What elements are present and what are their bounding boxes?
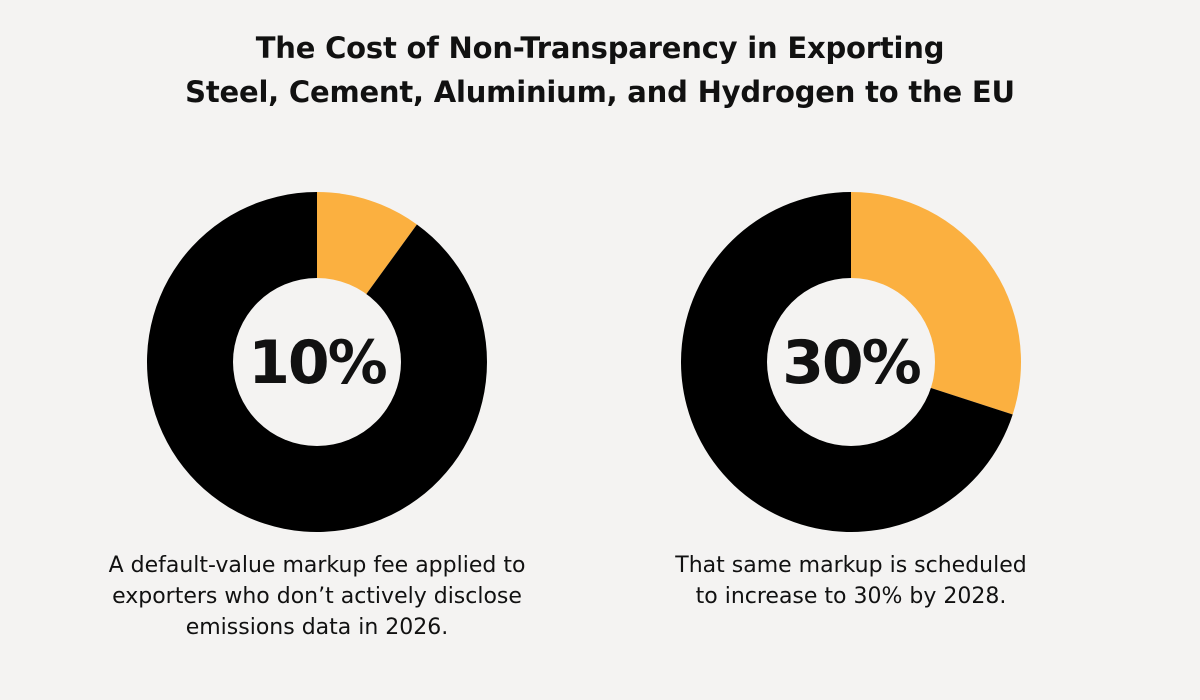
caption-line: emissions data in 2026. xyxy=(185,615,449,640)
donut-hole xyxy=(767,278,935,446)
donut-chart-2026-svg: 10% xyxy=(147,192,487,532)
donut-hole xyxy=(233,278,401,446)
donut-chart-2028-svg: 30% xyxy=(681,192,1021,532)
donut-slice-remainder xyxy=(147,192,487,532)
caption-line: exporters who don’t actively disclose xyxy=(112,584,522,609)
caption-line: A default-value markup fee applied to xyxy=(108,553,526,578)
caption-line: to increase to 30% by 2028. xyxy=(695,584,1007,609)
donut-chart-2026: 10% xyxy=(147,192,487,532)
infographic-title: The Cost of Non-Transparency in Exportin… xyxy=(0,26,1200,114)
caption-2028: That same markup is scheduled to increas… xyxy=(591,550,1111,612)
title-line-1: The Cost of Non-Transparency in Exportin… xyxy=(255,31,945,65)
caption-2026: A default-value markup fee applied to ex… xyxy=(57,550,577,643)
title-line-2: Steel, Cement, Aluminium, and Hydrogen t… xyxy=(185,75,1015,109)
donut-chart-2028: 30% xyxy=(681,192,1021,532)
donut-center-label: 30% xyxy=(782,328,920,398)
caption-line: That same markup is scheduled xyxy=(675,553,1027,578)
donut-center-label: 10% xyxy=(248,328,386,398)
